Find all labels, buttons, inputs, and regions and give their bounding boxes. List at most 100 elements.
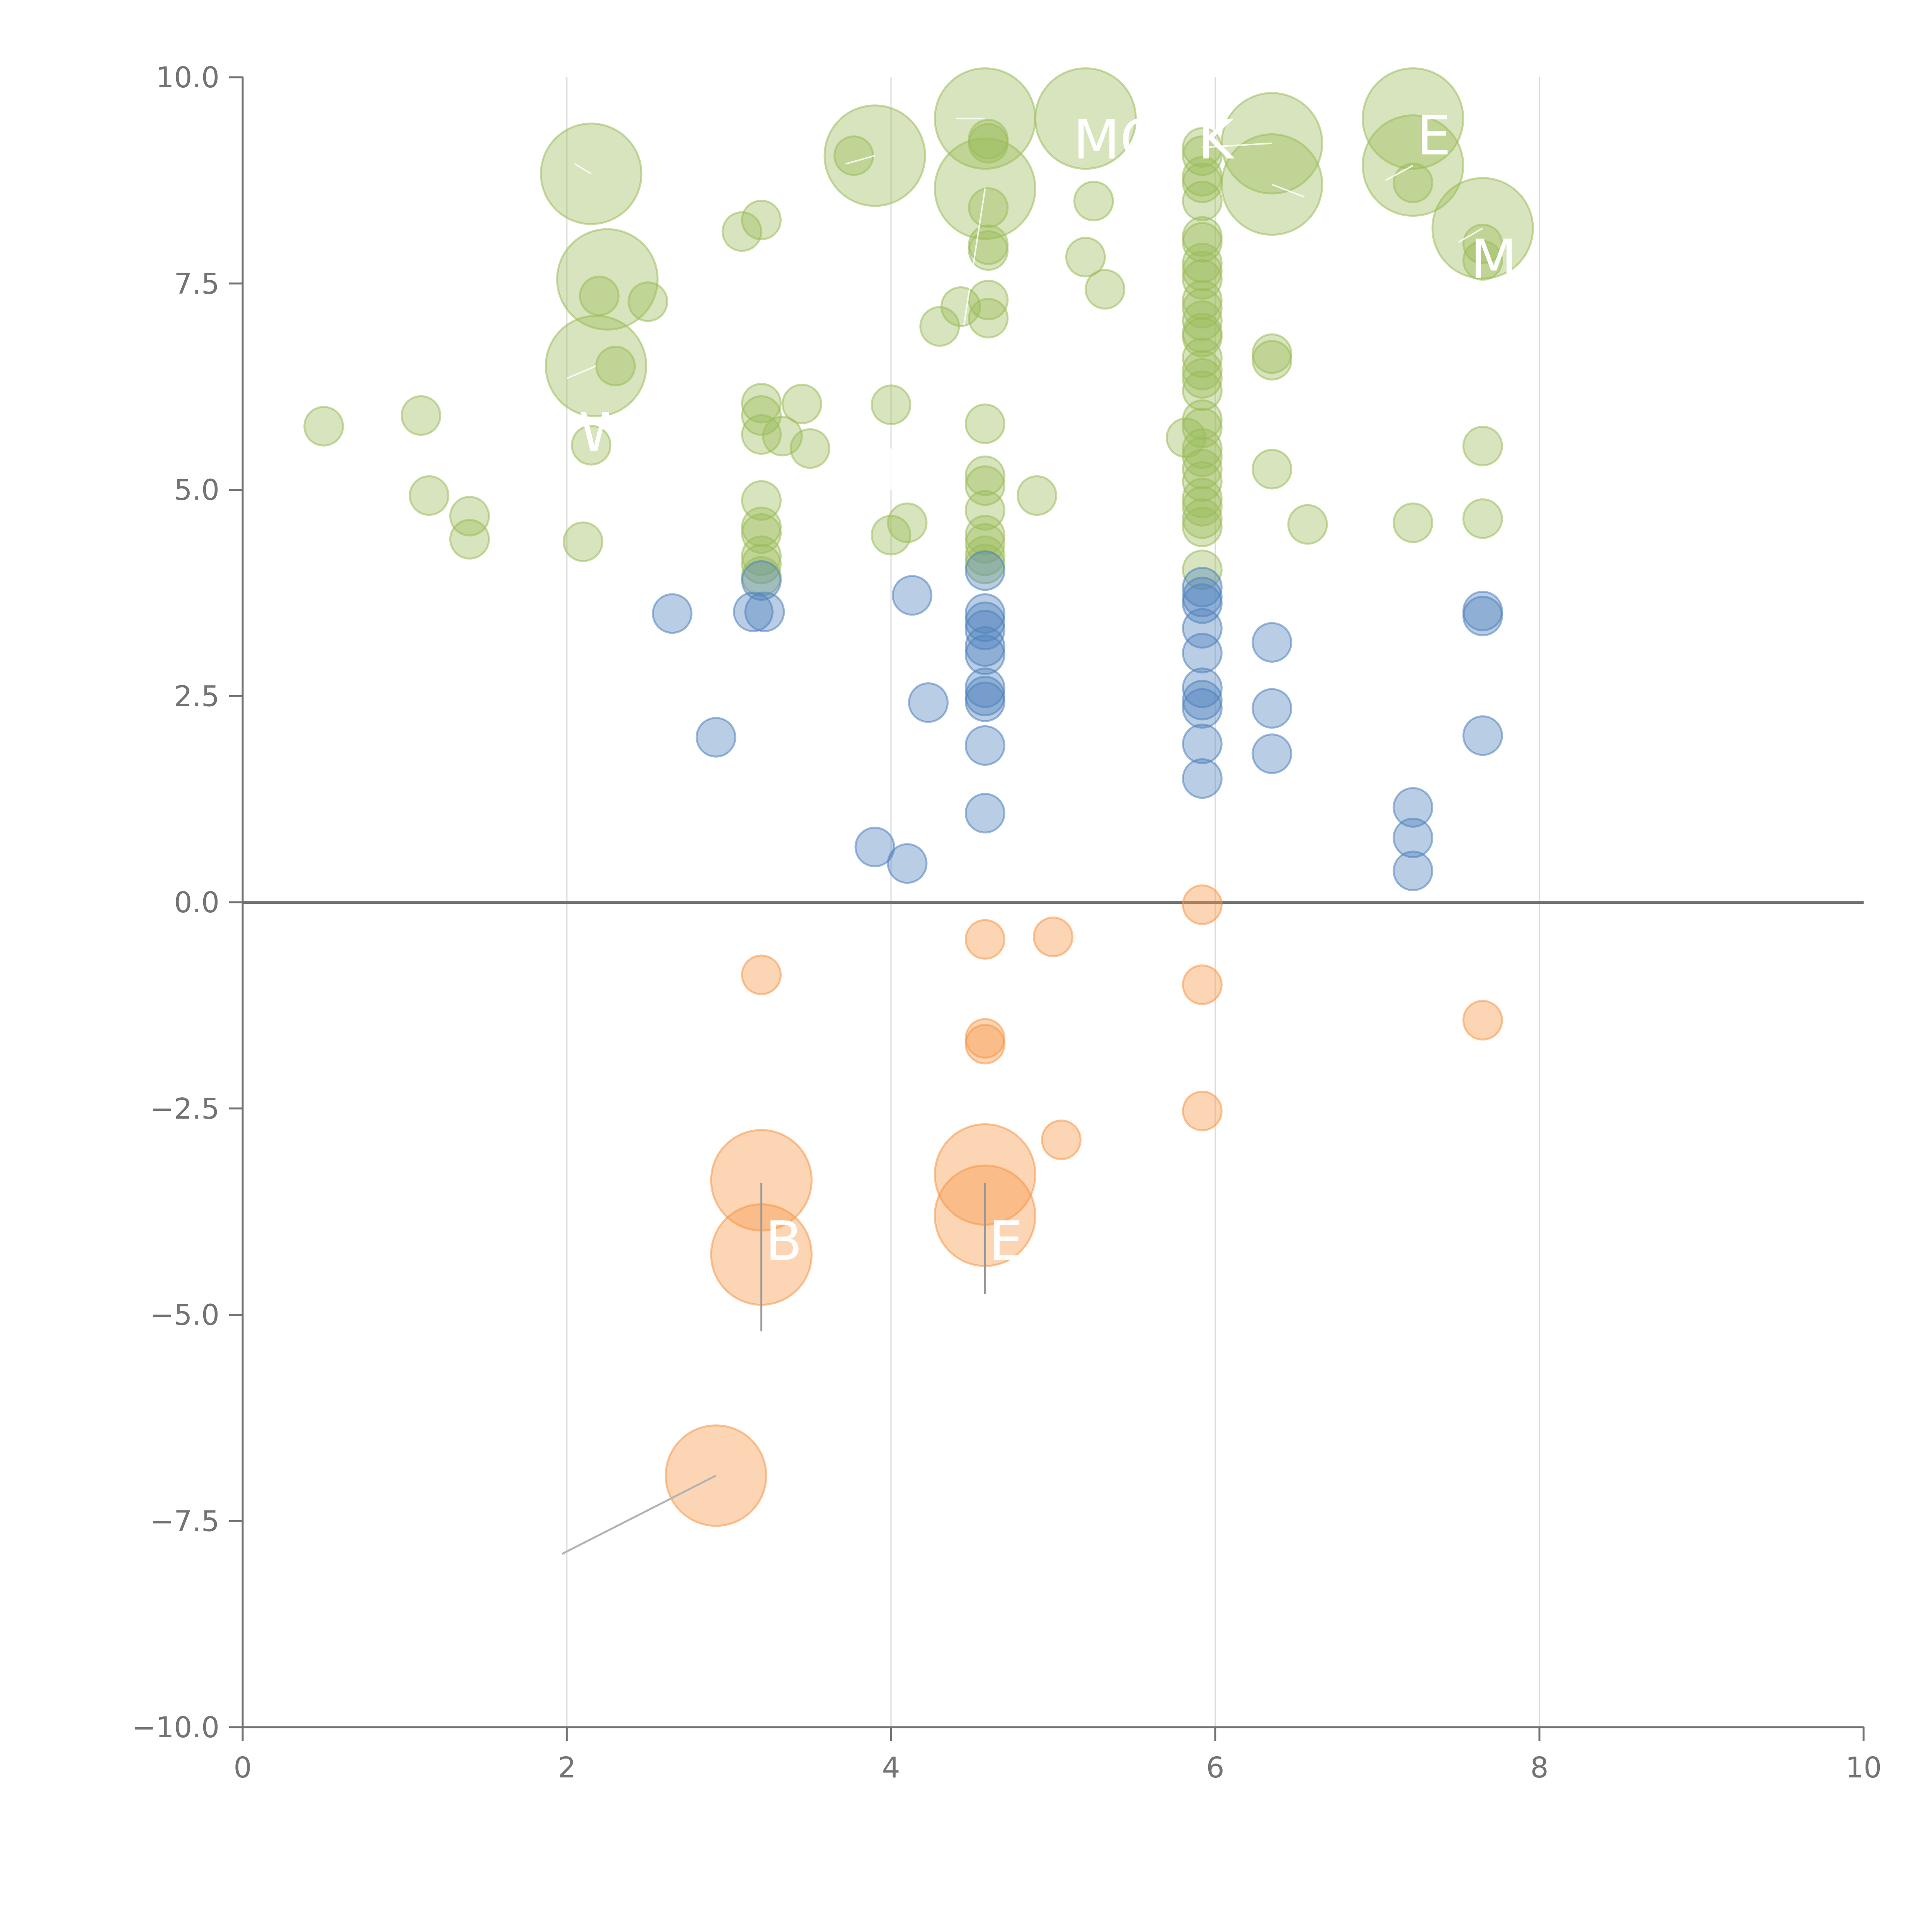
blue-point [964, 609, 1005, 650]
blue-point [1182, 688, 1223, 729]
green-point [1182, 498, 1223, 539]
x-tick-label: 6 [1206, 1751, 1224, 1784]
green-point [964, 465, 1005, 506]
orange-point [964, 1024, 1005, 1065]
blue-point [1252, 622, 1293, 663]
green-point [1073, 180, 1114, 221]
green-point [1182, 428, 1223, 469]
green-point [1182, 486, 1223, 527]
green-point [563, 521, 604, 562]
blue-point [964, 681, 1005, 722]
leader-line [1272, 184, 1305, 198]
annotation-label: K [1198, 109, 1235, 172]
green-point [940, 286, 981, 327]
green-point [1182, 242, 1223, 283]
annotation-label: MO [1073, 109, 1162, 172]
orange-point [1182, 884, 1223, 925]
green-point [871, 515, 912, 556]
leader-line [574, 163, 592, 175]
blue-point [908, 682, 949, 723]
blue-point [854, 827, 895, 867]
green-point [741, 535, 782, 576]
blue-point [1182, 566, 1223, 607]
x-tick-label: 10 [1845, 1751, 1882, 1784]
annotation-label: E [1417, 104, 1451, 167]
blue-point [1393, 787, 1434, 828]
green-point [741, 199, 782, 240]
green-point [1182, 279, 1223, 320]
blue-point [964, 634, 1005, 675]
green-point [1462, 240, 1503, 281]
green-point [964, 455, 1005, 496]
green-point [741, 513, 782, 554]
orange-point [1182, 1090, 1223, 1131]
y-tick-label: 2.5 [174, 680, 219, 713]
green-point [1182, 317, 1223, 358]
green-point [1182, 222, 1223, 263]
green-point [762, 416, 803, 457]
y-tick-label: 5.0 [174, 474, 219, 507]
green-point [968, 298, 1009, 338]
green-point [1182, 337, 1223, 378]
green-point [1182, 436, 1223, 477]
orange-point [1462, 1000, 1503, 1041]
annotation-label: E [989, 1210, 1023, 1273]
green-point [741, 544, 782, 585]
green-point [400, 395, 441, 436]
green-point [721, 211, 762, 252]
blue-point [887, 843, 928, 884]
green-point [1182, 358, 1223, 399]
green-point [968, 119, 1009, 160]
green-point [1085, 269, 1126, 310]
green-point [1462, 498, 1503, 539]
green-point [1182, 350, 1223, 391]
blue-point [1182, 633, 1223, 673]
leader-line [1385, 165, 1413, 181]
orange-point [1033, 917, 1073, 957]
blue-point [1182, 583, 1223, 624]
y-tick-label: 7.5 [174, 267, 219, 301]
green-point [1252, 340, 1293, 381]
x-tick-label: 4 [882, 1751, 900, 1784]
annotation-label: W [579, 401, 632, 464]
y-tick-label: 10.0 [156, 61, 219, 94]
green-point [964, 403, 1005, 444]
y-tick-label: −5.0 [150, 1299, 219, 1332]
blue-point [964, 601, 1005, 642]
green-point [1182, 461, 1223, 502]
leader-lines [561, 117, 1483, 1555]
blue-point [741, 560, 782, 601]
blue-point [1182, 608, 1223, 649]
orange-point [964, 919, 1005, 960]
green-point [1182, 449, 1223, 490]
blue-point [1182, 667, 1223, 708]
green-point [741, 383, 782, 423]
orange-point [741, 954, 782, 995]
green-point [968, 230, 1009, 271]
blue-point [964, 550, 1005, 591]
y-tick-label: 0.0 [174, 886, 219, 919]
x-tick-label: 0 [233, 1751, 252, 1784]
green-point [1182, 300, 1223, 341]
green-point [1287, 504, 1328, 545]
blue-point [1393, 817, 1434, 858]
blue-point [652, 593, 693, 634]
green-point [1362, 67, 1464, 170]
y-tick-label: −10.0 [132, 1711, 219, 1744]
blue-point [696, 717, 736, 758]
leader-line [845, 155, 875, 165]
green-point [741, 414, 782, 455]
green-point [887, 502, 928, 543]
blue-point [1462, 595, 1503, 636]
green-point [1182, 507, 1223, 548]
green-point [1393, 502, 1434, 543]
green-point [781, 383, 822, 424]
annotation-line [561, 1475, 717, 1555]
green-point [449, 519, 490, 560]
green-point [408, 475, 449, 516]
green-point [1252, 449, 1293, 490]
blue-point [1182, 723, 1223, 764]
annotations: B E E MO K M W [579, 104, 1517, 1273]
gridlines [243, 77, 1864, 1727]
